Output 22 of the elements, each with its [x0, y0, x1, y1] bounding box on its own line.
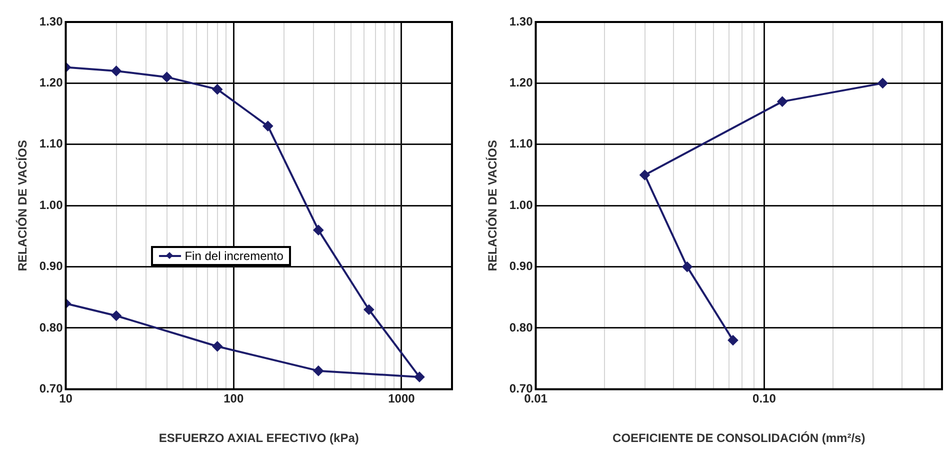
x-axis-title: COEFICIENTE DE CONSOLIDACIÓN (mm²/s): [612, 431, 866, 446]
y-tick-label: 1.30: [39, 14, 64, 28]
y-tick-label: 1.00: [509, 198, 534, 212]
y-tick-label: 1.20: [39, 76, 64, 90]
x-tick-label: 1000: [388, 392, 416, 406]
x-tick-label: 0.10: [752, 392, 776, 406]
y-tick-label: 0.90: [509, 259, 534, 274]
x-tick-label: 10: [59, 392, 73, 406]
y-tick-label: 1.10: [39, 136, 64, 151]
y-tick-label: 1.10: [509, 136, 534, 151]
x-axis-title: ESFUERZO AXIAL EFECTIVO (kPa): [158, 431, 359, 446]
x-tick-label: 0.01: [524, 392, 548, 406]
y-tick-label: 1.00: [39, 198, 64, 212]
x-tick-label: 100: [224, 392, 244, 406]
y-axis-title: RELACIÓN DE VACÍOS: [486, 140, 500, 272]
legend-label: Fin del incremento: [184, 248, 284, 263]
y-tick-label: 1.20: [509, 76, 534, 90]
y-tick-label: 1.30: [509, 14, 534, 28]
y-tick-label: 0.80: [509, 320, 534, 334]
y-axis-title: RELACIÓN DE VACÍOS: [16, 140, 30, 272]
y-tick-label: 0.80: [39, 320, 64, 334]
y-tick-label: 0.90: [39, 259, 64, 274]
